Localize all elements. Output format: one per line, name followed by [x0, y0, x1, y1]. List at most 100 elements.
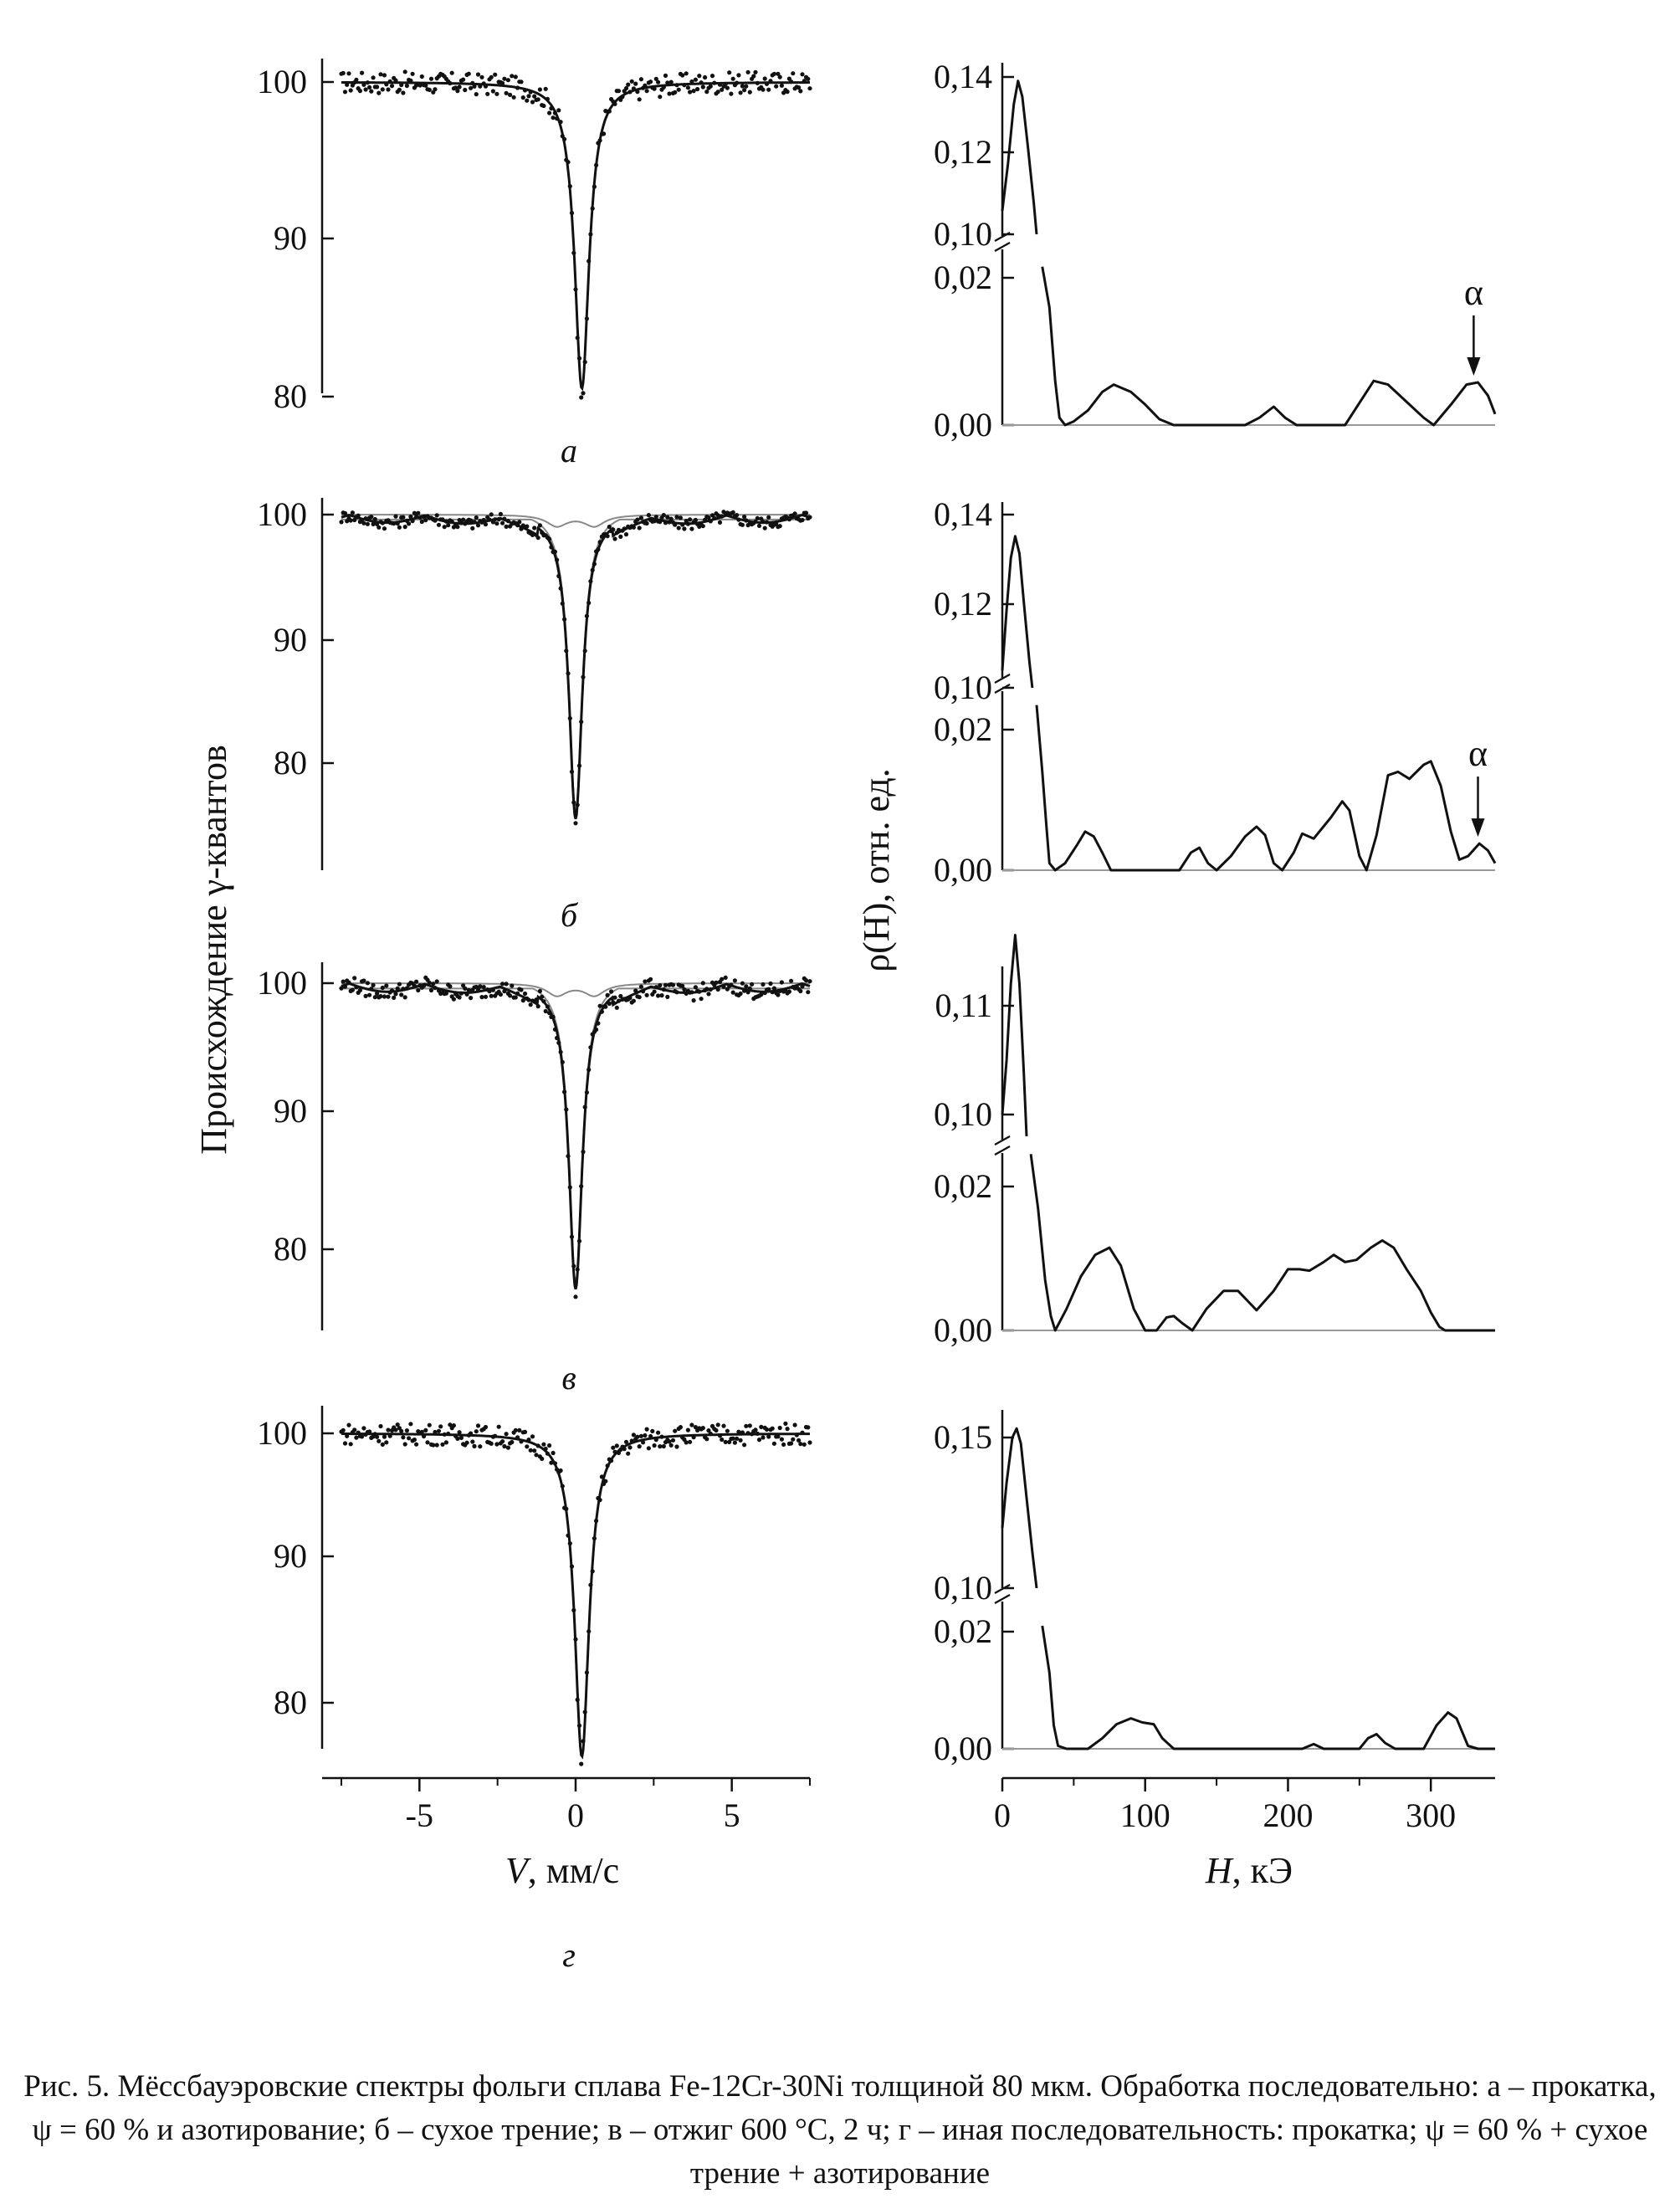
distribution-curve-upper: [1001, 1427, 1038, 1589]
spectrum-data-point: [762, 76, 767, 81]
spectrum-panel-v: 100 90 80 в: [257, 962, 812, 1397]
spectrum-data-point: [474, 1429, 479, 1434]
distribution-y-tick-label: 0,14: [934, 495, 992, 533]
spectrum-data-point: [455, 1436, 460, 1441]
spectrum-data-point: [678, 1425, 684, 1430]
spectrum-data-point: [384, 1440, 389, 1445]
spectrum-data-point: [792, 1422, 797, 1427]
spectrum-data-point: [369, 89, 374, 94]
spectrum-data-point: [361, 520, 366, 525]
spectrum-data-point: [401, 1435, 406, 1440]
spectrum-data-point: [740, 84, 745, 89]
spectrum-data-point: [386, 994, 391, 999]
spectrum-data-point: [342, 90, 348, 95]
spectrum-data-point: [597, 1003, 602, 1008]
spectrum-fit-line: [341, 982, 811, 1290]
spectrum-data-point: [667, 91, 672, 96]
spectrum-data-point: [631, 1433, 637, 1438]
spectrum-data-point: [489, 1441, 494, 1446]
spectrum-y-tick-label: 90: [274, 621, 307, 659]
distribution-curve-upper: [1001, 535, 1034, 689]
spectrum-data-point: [376, 525, 382, 530]
panel-letter-g: г: [562, 1936, 576, 1974]
spectrum-data-point: [540, 1456, 545, 1461]
alpha-arrow-head: [1467, 356, 1481, 376]
spectrum-data-point: [496, 1424, 501, 1429]
spectrum-data-point: [382, 1434, 387, 1439]
spectrum-data-point: [668, 79, 674, 85]
spectrum-data-point: [720, 87, 725, 92]
spectrum-data-point: [682, 987, 687, 992]
spectrum-data-point: [434, 1443, 439, 1448]
spectrum-data-point: [680, 983, 685, 988]
spectrum-data-point: [519, 79, 524, 85]
spectrum-data-point: [735, 513, 740, 518]
left-x-axis-variable: V: [505, 1850, 532, 1891]
spectrum-data-point: [609, 989, 614, 994]
spectrum-data-point: [798, 89, 803, 94]
spectrum-data-point: [736, 73, 741, 78]
spectrum-data-point: [689, 526, 694, 531]
spectrum-data-point: [479, 74, 484, 79]
spectrum-data-point: [693, 517, 699, 523]
spectrum-data-point: [676, 525, 681, 530]
spectrum-data-point: [730, 990, 735, 995]
spectrum-data-point: [522, 1429, 528, 1434]
spectrum-data-point: [525, 1444, 530, 1449]
spectrum-data-point: [791, 1437, 796, 1442]
spectrum-data-point: [417, 83, 423, 88]
spectrum-data-point: [771, 986, 777, 991]
spectrum-data-point: [504, 90, 509, 95]
spectrum-data-point: [510, 1439, 515, 1445]
spectrum-data-point: [717, 520, 723, 525]
right-x-axis-unit: , кЭ: [1232, 1850, 1293, 1891]
spectrum-data-point: [490, 89, 496, 94]
spectrum-data-point: [508, 993, 513, 998]
spectrum-data-point: [665, 515, 670, 520]
spectrum-data-point: [504, 524, 509, 530]
spectrum-data-point: [469, 518, 474, 523]
spectrum-data-point: [451, 997, 457, 1002]
spectrum-data-point: [489, 512, 494, 517]
spectrum-data-point: [469, 996, 474, 1001]
spectrum-data-point: [339, 986, 344, 991]
spectrum-data-point: [776, 1434, 781, 1439]
spectrum-y-tick-label: 80: [274, 1230, 307, 1268]
spectrum-data-point: [704, 90, 709, 95]
spectrum-data-point: [612, 995, 617, 1000]
right-y-axis-title: ρ(H), отн. ед.: [856, 768, 897, 972]
spectrum-data-point: [508, 92, 513, 97]
spectrum-data-point: [401, 515, 406, 520]
spectrum-data-point: [510, 983, 515, 988]
spectrum-data-point: [357, 987, 362, 993]
spectrum-data-point: [427, 981, 432, 986]
spectrum-data-point: [727, 70, 732, 75]
subspectrum-singlet-line: [341, 987, 810, 1284]
spectrum-data-point: [416, 987, 421, 993]
spectrum-data-point: [670, 982, 676, 987]
spectrum-data-point: [796, 1438, 802, 1443]
distribution-y-tick-label: 0,11: [935, 987, 992, 1024]
spectrum-data-point: [361, 1426, 366, 1431]
spectrum-data-point: [419, 519, 424, 525]
left-x-axis-title: V, мм/с: [505, 1850, 619, 1891]
spectrum-data-point: [626, 1451, 631, 1456]
spectrum-data-point: [723, 975, 728, 980]
spectrum-data-point: [541, 1442, 546, 1447]
spectrum-y-tick-label: 100: [257, 1414, 307, 1452]
spectrum-data-point: [756, 523, 762, 529]
spectrum-data-point: [699, 997, 704, 1002]
spectrum-data-point: [498, 992, 504, 997]
spectrum-data-point: [700, 85, 705, 90]
spectrum-data-point: [706, 1428, 711, 1433]
spectrum-data-point: [693, 985, 699, 990]
spectrum-data-point: [807, 86, 812, 91]
spectrum-data-point: [475, 523, 481, 528]
spectrum-data-point: [500, 520, 505, 525]
spectrum-data-point: [648, 79, 653, 85]
spectrum-data-point: [472, 1443, 477, 1448]
spectrum-y-tick-label: 100: [257, 63, 307, 100]
spectrum-data-point: [393, 514, 398, 519]
spectrum-data-point: [658, 95, 663, 100]
spectrum-data-point: [792, 511, 797, 516]
